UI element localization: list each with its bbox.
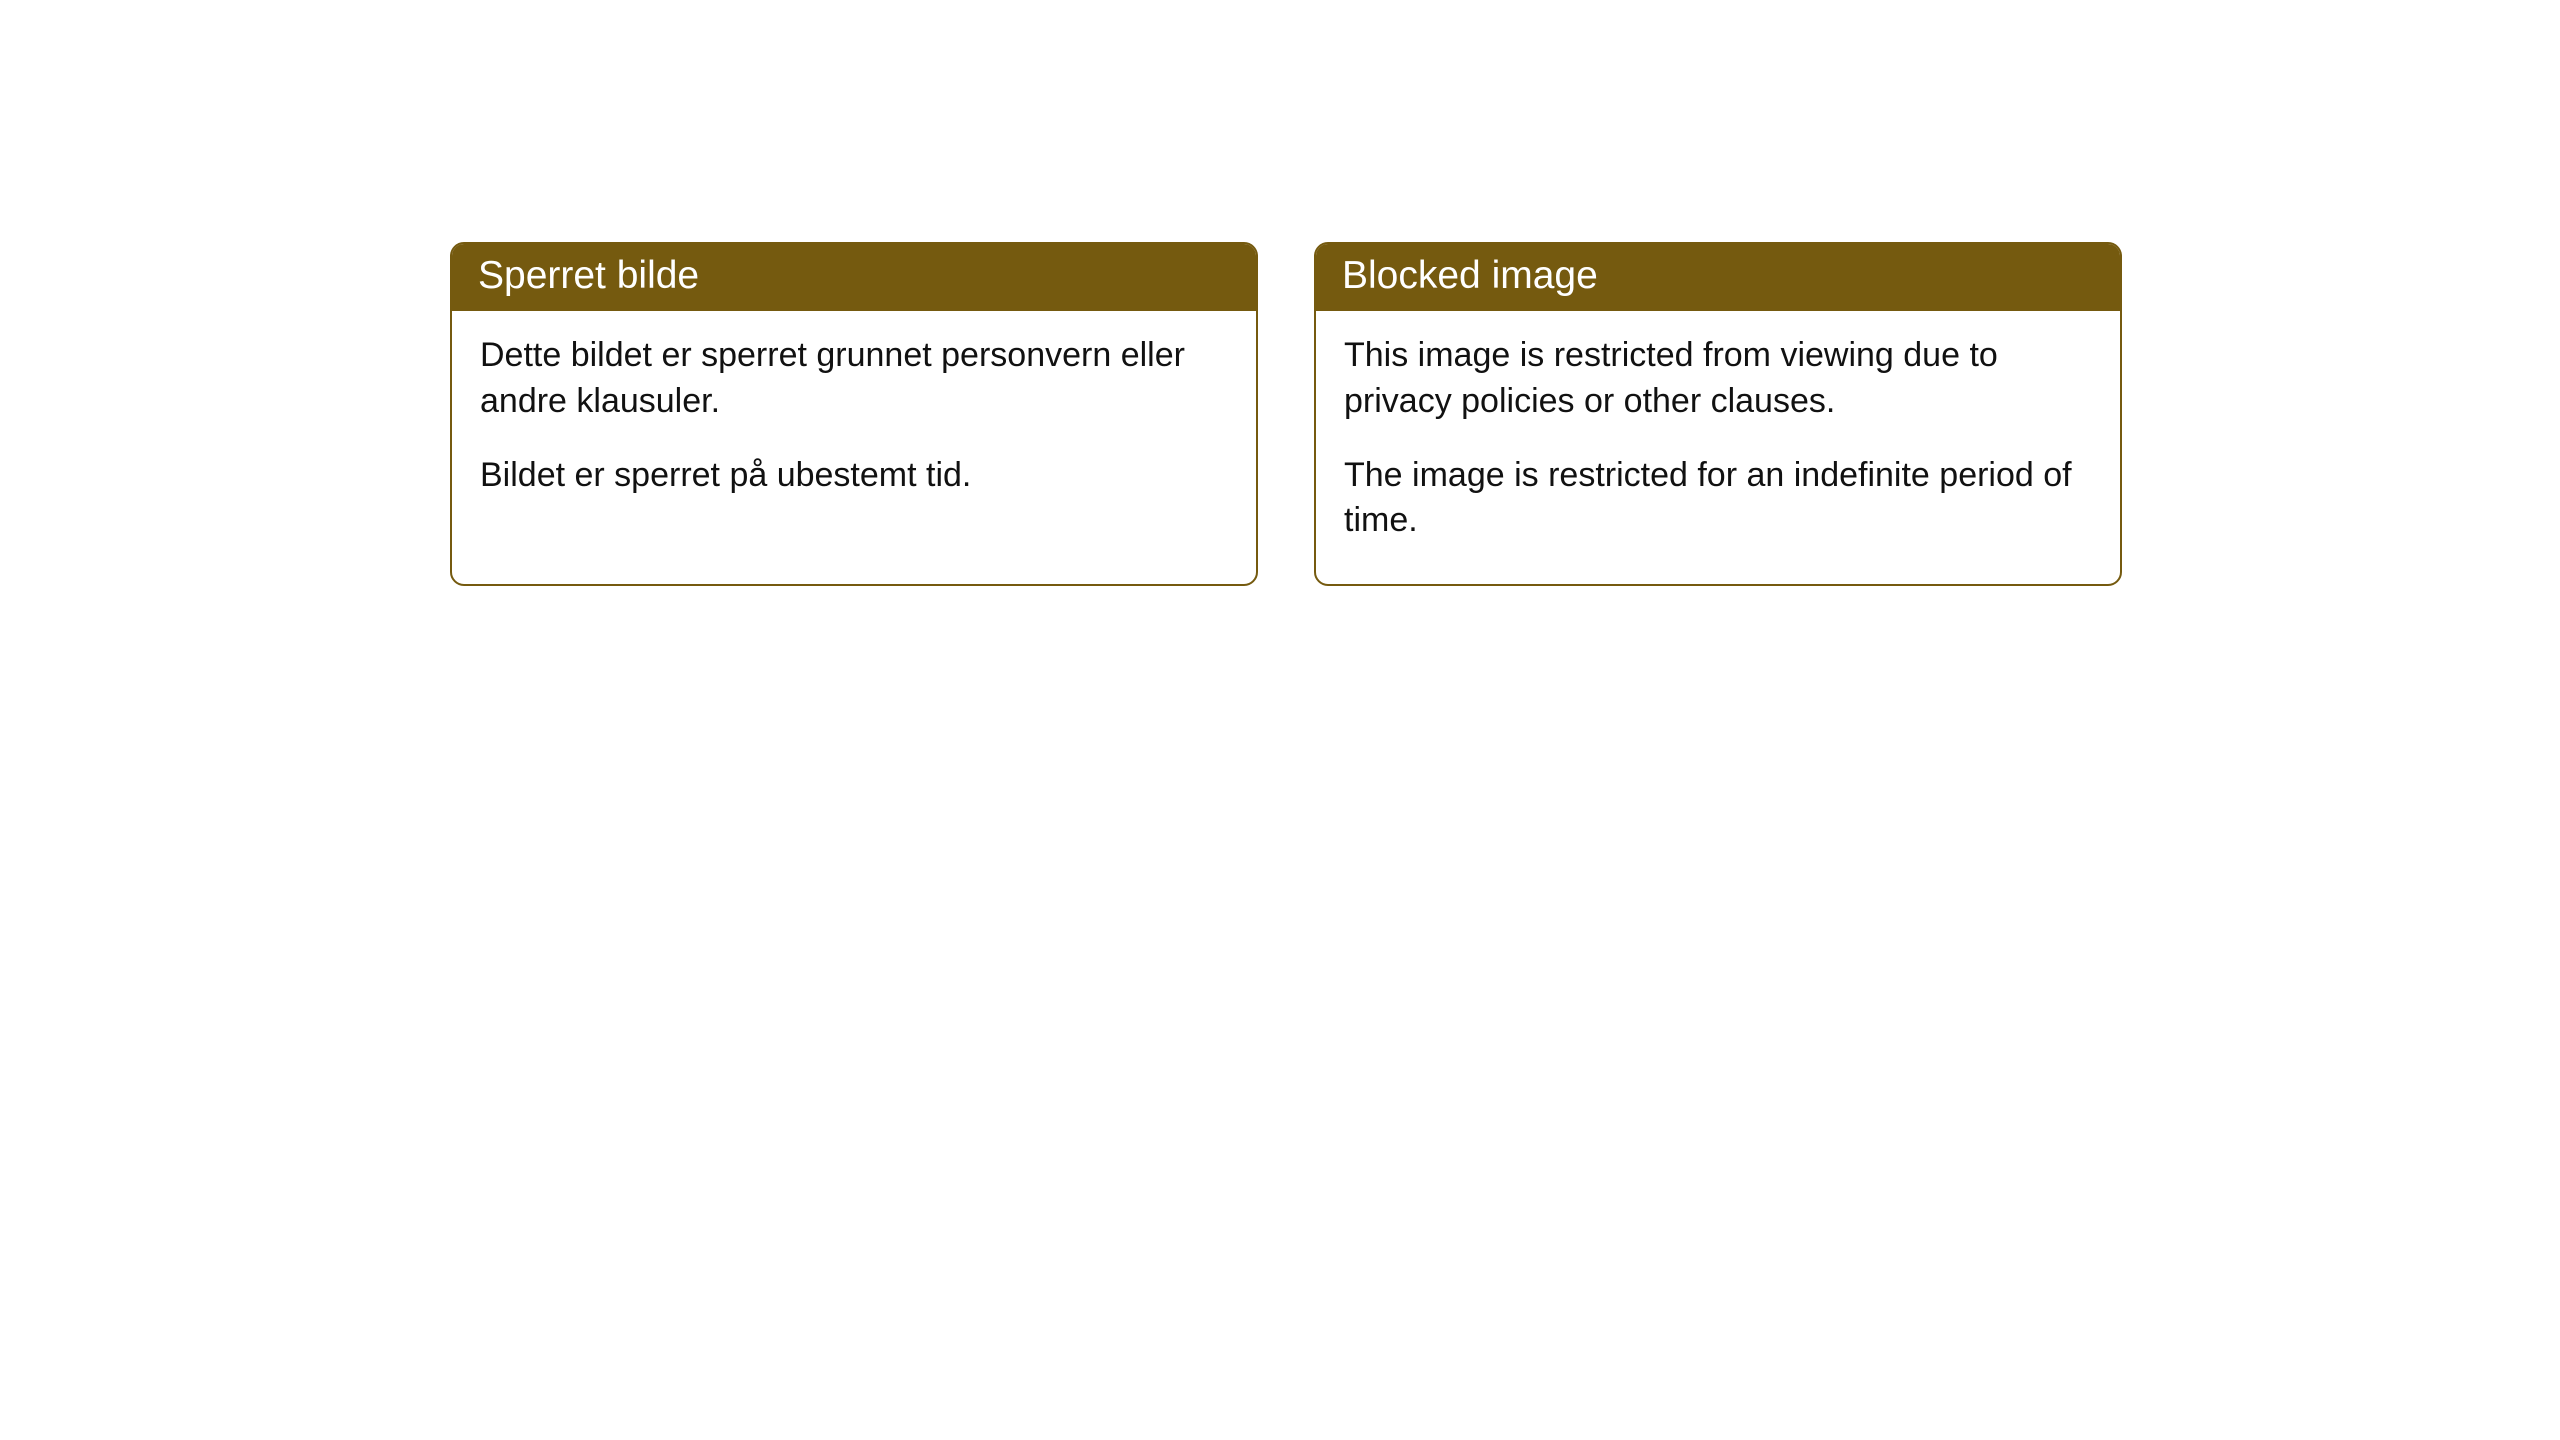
card-title: Blocked image [1342,254,1598,297]
card-paragraph: This image is restricted from viewing du… [1344,333,2092,425]
card-paragraph: Bildet er sperret på ubestemt tid. [480,453,1228,499]
card-paragraph: Dette bildet er sperret grunnet personve… [480,333,1228,425]
card-title: Sperret bilde [478,254,699,297]
card-body: This image is restricted from viewing du… [1316,311,2120,585]
notice-cards-container: Sperret bilde Dette bildet er sperret gr… [450,242,2122,586]
card-header: Sperret bilde [452,244,1256,311]
card-header: Blocked image [1316,244,2120,311]
card-paragraph: The image is restricted for an indefinit… [1344,453,2092,545]
blocked-image-card-norwegian: Sperret bilde Dette bildet er sperret gr… [450,242,1258,586]
blocked-image-card-english: Blocked image This image is restricted f… [1314,242,2122,586]
card-body: Dette bildet er sperret grunnet personve… [452,311,1256,539]
